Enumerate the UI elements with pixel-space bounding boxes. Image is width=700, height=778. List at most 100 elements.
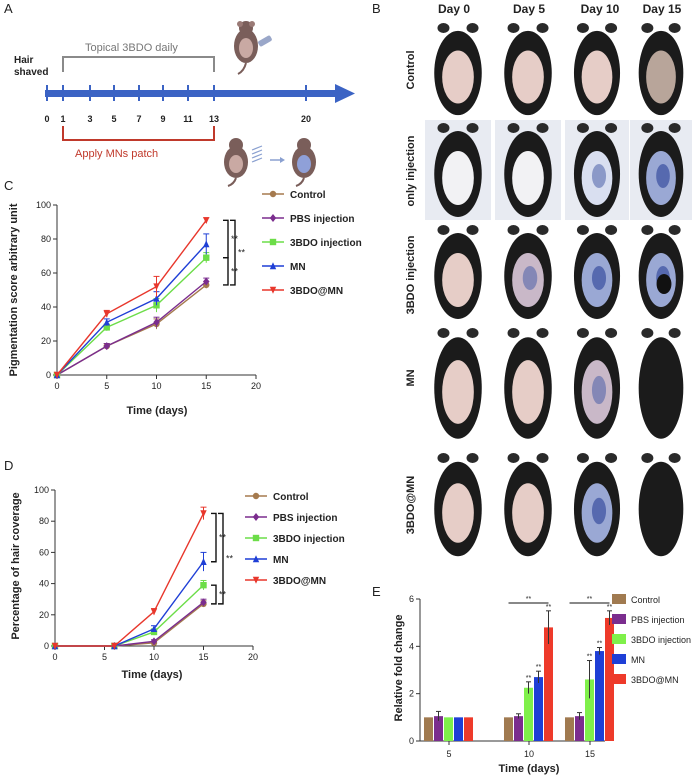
mouse-ear	[576, 23, 589, 33]
series-line-4	[55, 513, 205, 647]
shaved-patch	[442, 151, 474, 205]
photo-row-label: Control	[405, 50, 417, 89]
significance-label: **	[226, 554, 234, 564]
mouse-topical-icon	[234, 21, 272, 75]
mouse-photo	[504, 328, 552, 439]
timeline-tick-label: 11	[183, 114, 193, 124]
y-tick-label: 40	[39, 579, 49, 589]
photo-row-label: 3BDO injection	[405, 235, 417, 314]
pigment-spot	[656, 164, 670, 188]
series-line-2	[55, 584, 204, 647]
shaved-patch	[512, 360, 544, 424]
legend-label: 3BDO injection	[631, 635, 691, 645]
data-point	[153, 318, 160, 327]
significance-brackets: ******	[223, 219, 246, 286]
data-point	[203, 217, 210, 224]
mouse-photo	[638, 453, 684, 557]
hair-shaved-label-line2: shaved	[14, 67, 48, 78]
timeline-arrowhead	[335, 84, 355, 103]
x-tick-label: 15	[585, 749, 595, 759]
legend-swatch	[612, 594, 626, 604]
photo-column-header: Day 15	[643, 2, 682, 16]
pigment-spot	[591, 164, 607, 188]
shaved-patch	[512, 483, 544, 543]
y-tick-label: 20	[41, 336, 51, 346]
mouse-body	[638, 337, 684, 439]
chart-d-xlabel: Time (days)	[122, 669, 183, 681]
mouse-photo	[504, 23, 552, 116]
data-point	[150, 637, 158, 646]
data-point	[103, 342, 110, 351]
series-line-2	[56, 257, 207, 376]
legend-label: 3BDO@MN	[631, 675, 679, 685]
significance-bracket	[223, 257, 229, 286]
mouse-photo	[638, 328, 684, 439]
x-tick-label: 5	[102, 652, 107, 662]
y-tick-label: 60	[41, 268, 51, 278]
mouse-photo	[504, 453, 552, 557]
legend-label: 3BDO injection	[290, 238, 362, 249]
bar-0	[565, 717, 574, 741]
mouse-ear	[507, 123, 520, 133]
mouse-ear	[536, 225, 549, 235]
timeline-tick-label: 9	[160, 114, 165, 124]
bar-1	[575, 716, 584, 741]
legend-label: PBS injection	[631, 615, 685, 625]
y-tick-label: 0	[409, 736, 414, 746]
data-point	[150, 625, 158, 633]
x-tick-label: 10	[149, 652, 159, 662]
legend-label: 3BDO@MN	[290, 286, 343, 297]
shaved-patch	[581, 50, 613, 104]
x-tick-label: 0	[54, 381, 59, 391]
bar-1	[434, 716, 443, 741]
legend-label: 3BDO@MN	[273, 576, 326, 587]
mouse-ear	[668, 453, 681, 463]
data-point	[153, 283, 160, 291]
mouse-photo	[573, 23, 621, 116]
significance-label: **	[597, 641, 603, 648]
pigment-spot	[591, 266, 607, 290]
data-point	[200, 598, 207, 607]
mouse-photo	[504, 225, 552, 319]
mouse-ear	[466, 23, 479, 33]
bar-2	[444, 717, 453, 741]
mouse-ear	[466, 453, 479, 463]
chart-c-xlabel: Time (days)	[127, 405, 188, 417]
mouse-ear	[605, 225, 618, 235]
mouse-ear	[466, 225, 479, 235]
legend-marker	[269, 286, 277, 294]
significance-label: **	[546, 604, 552, 611]
mouse-ear	[536, 453, 549, 463]
mouse-ear	[605, 453, 618, 463]
mns-bracket	[62, 126, 215, 141]
shaved-patch	[442, 253, 474, 307]
panel-b-photo-grid: B Day 0 Day 5 Day 10 Day 15 Control only inj…	[372, 1, 692, 557]
pigment-spot	[591, 375, 607, 405]
mouse-photo	[573, 328, 621, 439]
photo-column-header: Day 0	[438, 2, 470, 16]
mouse-photo	[495, 120, 561, 220]
photo-row-labels: Control only injection 3BDO injection MN 3BD…	[405, 50, 417, 534]
legend-marker	[269, 262, 277, 270]
significance-bracket	[230, 219, 236, 286]
chart-c-ylabel: Pigmentation score arbitrary unit	[8, 203, 20, 376]
significance-bracket	[211, 584, 217, 605]
significance-label: **	[526, 596, 532, 603]
mouse-body	[638, 461, 684, 557]
pigment-spot	[522, 266, 538, 290]
mouse-mn-icon	[224, 138, 285, 187]
mouse-photo	[425, 120, 491, 220]
mouse-ear	[437, 328, 450, 338]
bar-4	[544, 627, 553, 741]
x-tick-label: 20	[248, 652, 258, 662]
mouse-ear	[437, 123, 450, 133]
x-tick-label: 5	[104, 381, 109, 391]
legend-label: MN	[273, 555, 289, 566]
data-point	[111, 642, 118, 650]
chart-e-legend: Control PBS injection 3BDO injection MN 3BDO…	[612, 594, 691, 685]
data-point	[203, 240, 210, 248]
mouse-ear	[605, 23, 618, 33]
legend-label: Control	[273, 492, 309, 503]
